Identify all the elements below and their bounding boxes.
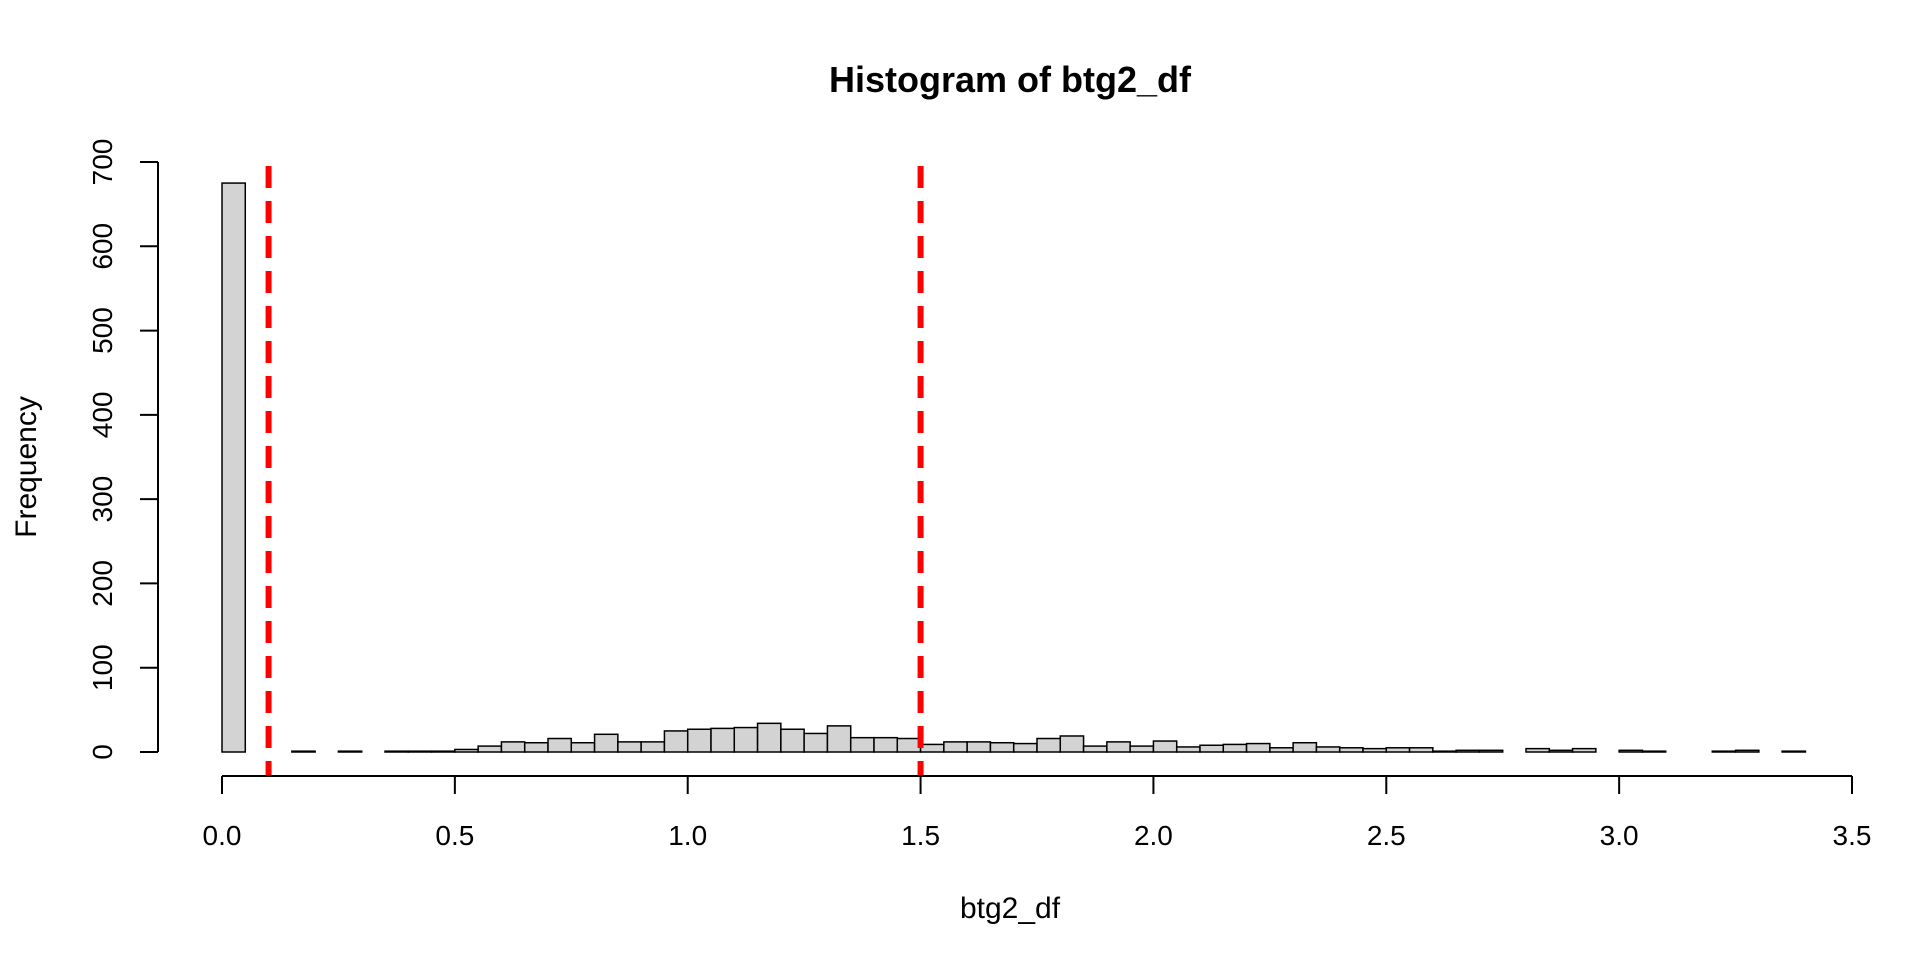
histogram-bar bbox=[1036, 737, 1062, 753]
histogram-bar bbox=[1129, 745, 1155, 753]
histogram-bar bbox=[1525, 747, 1551, 753]
histogram-bar bbox=[943, 741, 968, 753]
histogram-bar bbox=[1548, 749, 1574, 753]
histogram-bar bbox=[477, 745, 503, 753]
histogram-bar bbox=[1408, 747, 1434, 753]
histogram-bar bbox=[1152, 740, 1178, 753]
histogram-bar bbox=[617, 741, 642, 753]
histogram-bar bbox=[1641, 750, 1667, 753]
histogram-bar bbox=[896, 737, 922, 753]
y-tick-label: 100 bbox=[87, 644, 118, 691]
histogram-bar bbox=[873, 736, 899, 753]
histogram-bar bbox=[1618, 749, 1644, 753]
histogram-bar bbox=[1734, 749, 1760, 753]
histogram-bar bbox=[849, 736, 875, 753]
histogram-bar bbox=[1059, 735, 1085, 753]
y-tick-label: 500 bbox=[87, 307, 118, 354]
histogram-bar bbox=[1432, 750, 1457, 753]
x-tick-label: 1.0 bbox=[668, 820, 707, 851]
histogram-bar bbox=[803, 732, 829, 753]
histogram-bar bbox=[1245, 742, 1271, 753]
x-tick-label: 3.0 bbox=[1600, 820, 1639, 851]
y-tick-label: 700 bbox=[87, 139, 118, 186]
x-tick-label: 0.5 bbox=[435, 820, 474, 851]
histogram-bar bbox=[1012, 742, 1038, 753]
histogram-bar bbox=[966, 741, 992, 753]
histogram-bar bbox=[430, 750, 456, 753]
histogram-bar bbox=[710, 727, 736, 753]
histogram-bar bbox=[407, 750, 433, 753]
histogram-bar bbox=[337, 750, 363, 753]
histogram-bar bbox=[826, 725, 852, 753]
histogram-bar bbox=[1175, 746, 1201, 753]
histogram-bar bbox=[1269, 747, 1294, 753]
chart-title: Histogram of btg2_df bbox=[829, 59, 1192, 100]
x-tick-label: 3.5 bbox=[1833, 820, 1872, 851]
x-tick-label: 1.5 bbox=[901, 820, 940, 851]
histogram-bar bbox=[1338, 747, 1364, 753]
y-tick-label: 300 bbox=[87, 476, 118, 523]
histogram-bar bbox=[919, 743, 945, 753]
histogram-bar bbox=[291, 750, 316, 753]
histogram-bar bbox=[1362, 747, 1388, 753]
y-tick-label: 200 bbox=[87, 560, 118, 607]
y-tick-label: 0 bbox=[87, 744, 118, 760]
histogram-bar bbox=[570, 741, 596, 753]
y-tick-label: 400 bbox=[87, 391, 118, 438]
histogram-bar bbox=[663, 730, 689, 753]
y-axis-label: Frequency bbox=[10, 396, 43, 538]
histogram-bar bbox=[593, 733, 619, 753]
histogram-bar bbox=[1385, 747, 1411, 753]
x-axis: 0.0 0.5 1.0 1.5 2.0 2.5 3.0 3.5 bbox=[203, 775, 1872, 851]
histogram-bar bbox=[780, 728, 805, 753]
histogram-bar bbox=[1781, 750, 1807, 753]
histogram-bar bbox=[500, 741, 526, 753]
histogram-bar bbox=[1478, 749, 1504, 753]
histogram-bar bbox=[454, 748, 479, 753]
histogram-bar bbox=[1711, 750, 1737, 753]
histogram-bar bbox=[1571, 747, 1597, 753]
x-tick-label: 2.5 bbox=[1367, 820, 1406, 851]
histogram-bar bbox=[733, 726, 759, 753]
x-tick-label: 0.0 bbox=[203, 820, 242, 851]
histogram-bar bbox=[1222, 743, 1248, 753]
histogram-bar bbox=[1082, 745, 1108, 753]
histogram-bar bbox=[384, 750, 410, 753]
reference-lines bbox=[265, 166, 924, 776]
histogram-bar bbox=[1199, 744, 1225, 753]
histogram-bar bbox=[221, 182, 247, 753]
histogram-bar bbox=[547, 737, 573, 753]
histogram-bar bbox=[686, 728, 712, 753]
x-axis-label: btg2_df bbox=[960, 892, 1061, 925]
histogram-bars bbox=[221, 182, 1807, 753]
histogram-bar bbox=[1455, 749, 1481, 753]
histogram-bar bbox=[989, 741, 1015, 753]
histogram-bar bbox=[1106, 741, 1131, 753]
x-tick-label: 2.0 bbox=[1134, 820, 1173, 851]
y-tick-label: 600 bbox=[87, 223, 118, 270]
histogram-bar bbox=[523, 741, 549, 753]
histogram-bar bbox=[640, 741, 666, 753]
histogram-bar bbox=[756, 722, 782, 753]
histogram-bar bbox=[1315, 746, 1341, 753]
histogram-bar bbox=[1292, 741, 1318, 753]
y-axis: 0 100 200 300 400 500 600 700 bbox=[87, 139, 159, 760]
